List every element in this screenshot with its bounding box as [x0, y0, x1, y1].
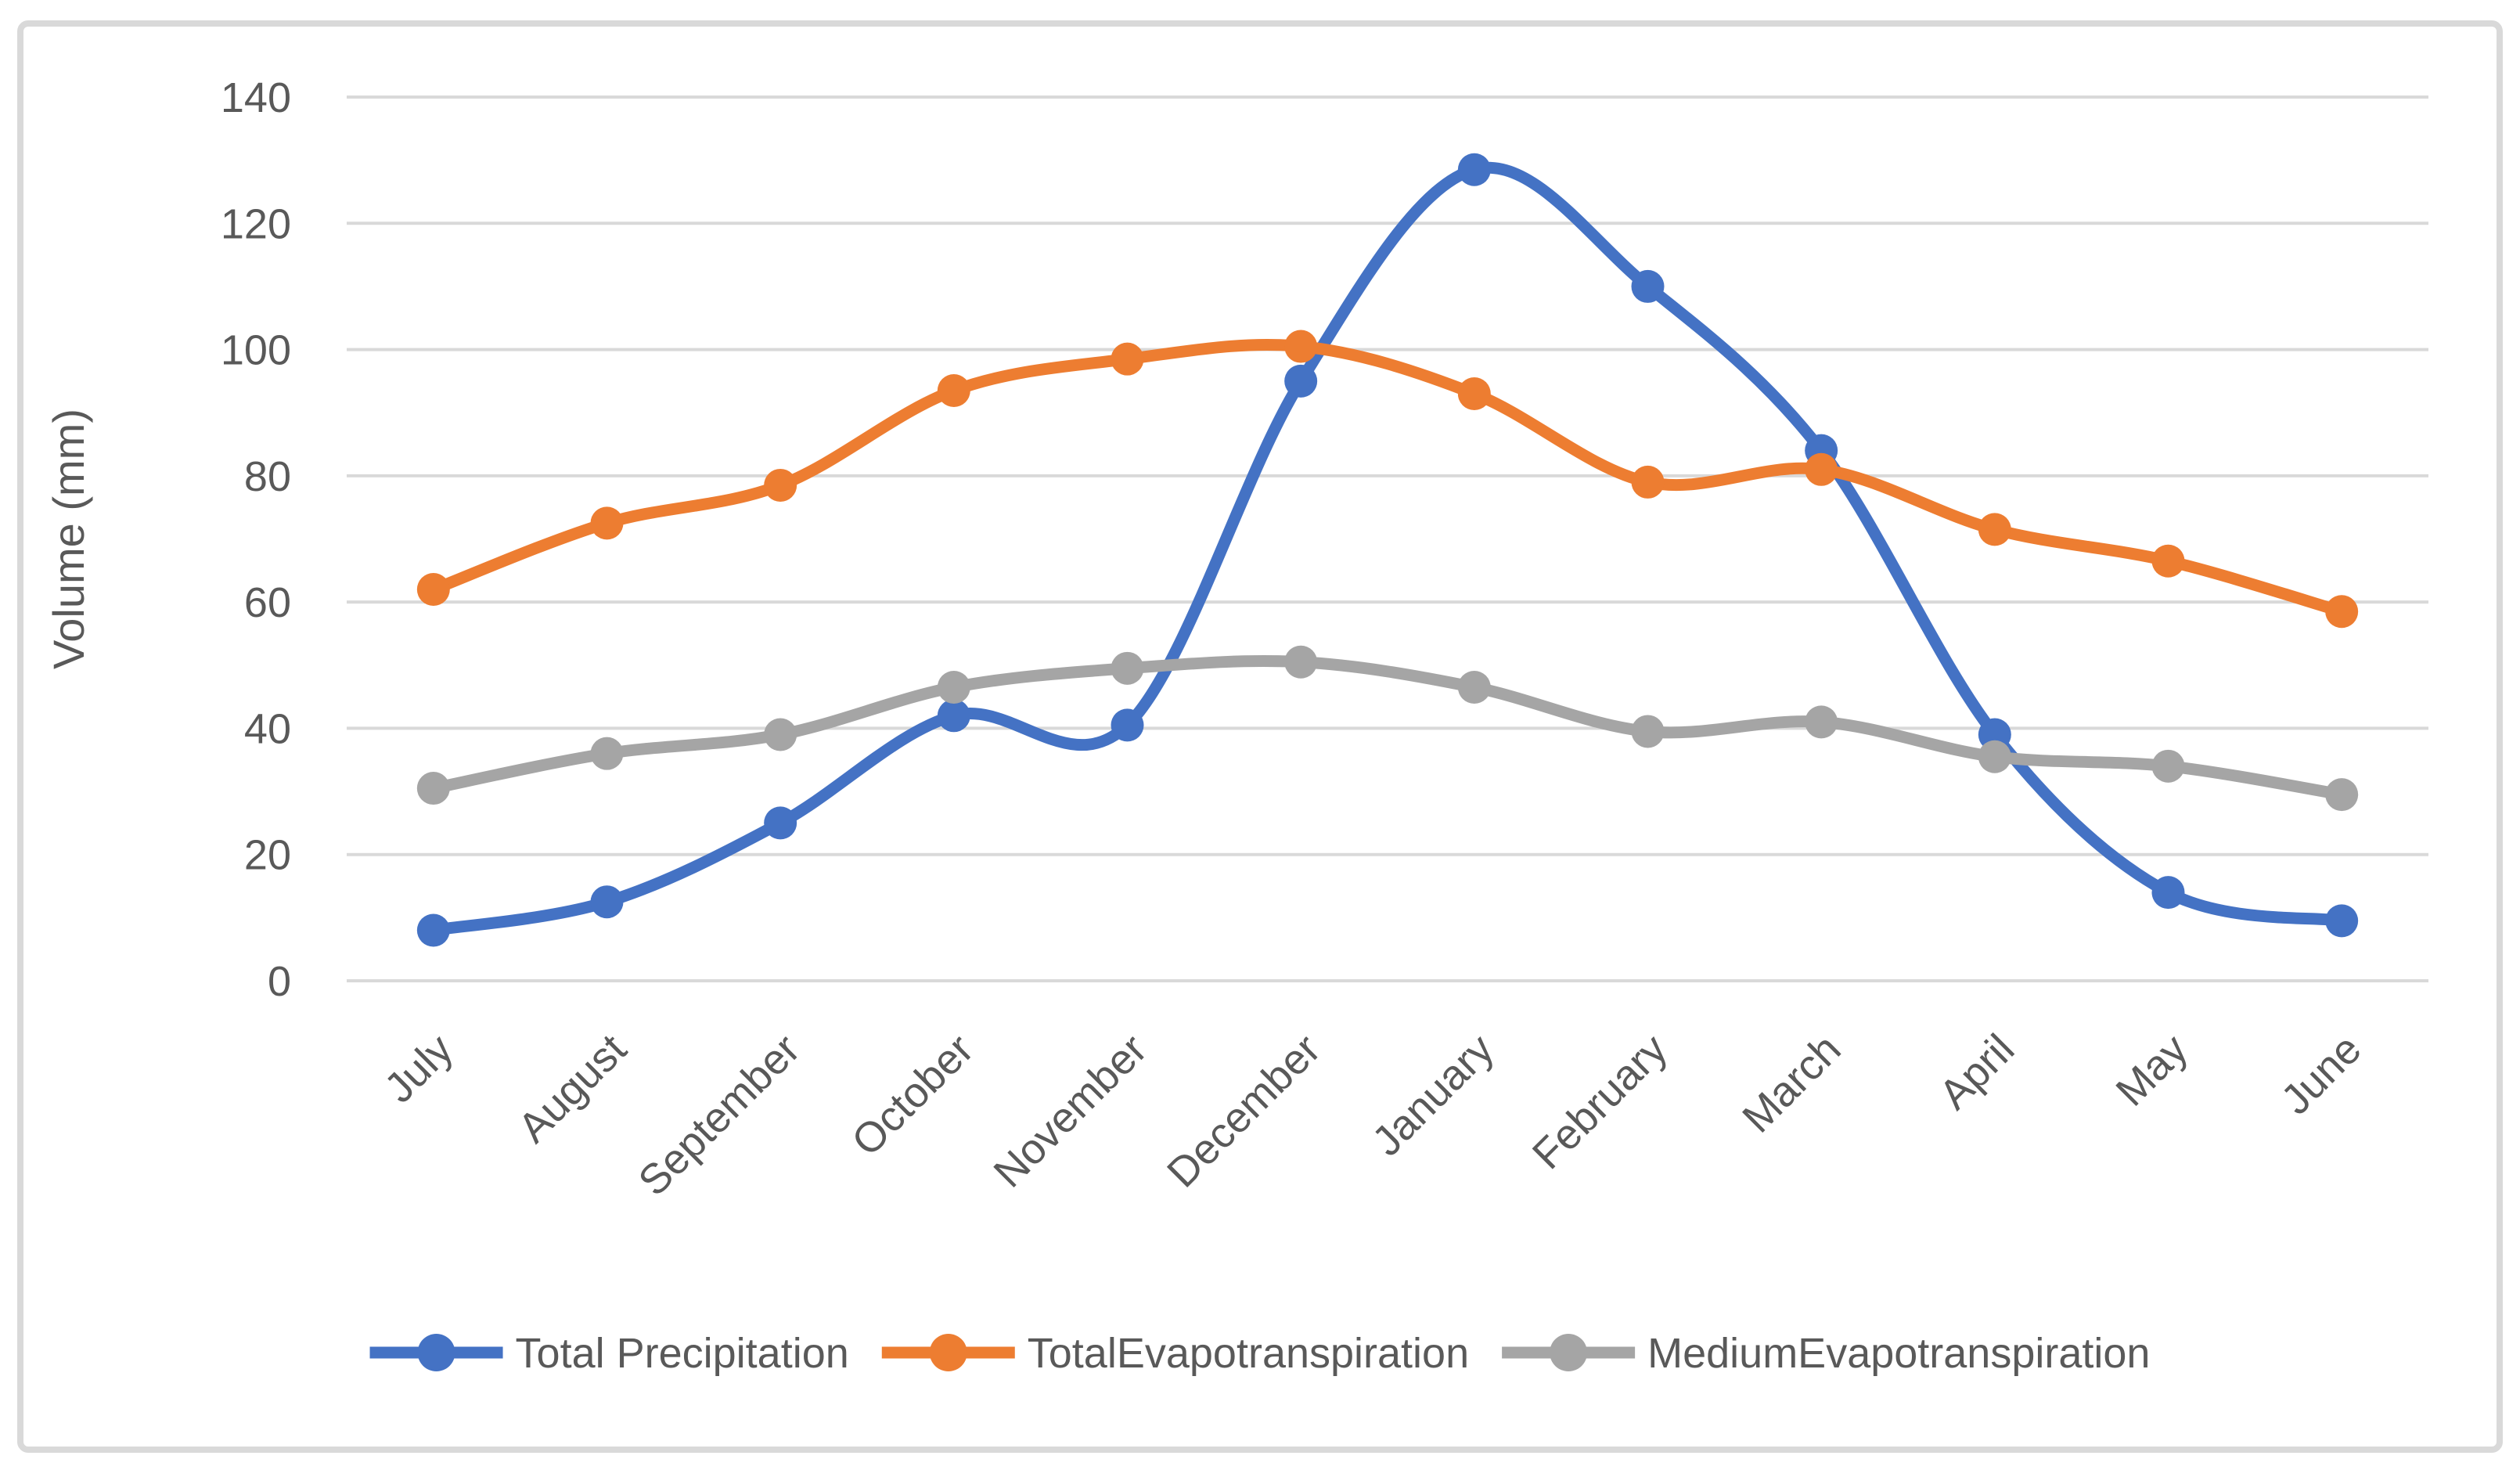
x-category-label: September: [629, 1025, 808, 1205]
series-marker-totalevapotranspiration: [416, 573, 450, 607]
series-marker-total-precipitation: [2325, 904, 2359, 938]
series-total-precipitation: [416, 153, 2359, 947]
series-marker-totalevapotranspiration: [1631, 465, 1665, 499]
series-marker-totalevapotranspiration: [1805, 452, 1838, 486]
series-marker-mediumevapotranspiration: [764, 718, 797, 751]
series-marker-total-precipitation: [937, 699, 970, 733]
series-marker-totalevapotranspiration: [590, 506, 624, 540]
legend-label: MediumEvapotranspiration: [1647, 1330, 2150, 1377]
series-marker-total-precipitation: [590, 885, 624, 919]
series-marker-mediumevapotranspiration: [1978, 740, 2011, 773]
y-axis-tick-labels: 0 20 40 60 80 100 120 140: [221, 74, 291, 1005]
gridlines-layer: [347, 95, 2428, 982]
series-marker-total-precipitation: [1284, 364, 1318, 398]
series-marker-mediumevapotranspiration: [1111, 651, 1144, 685]
series-marker-total-precipitation: [1111, 708, 1144, 742]
series-marker-total-precipitation: [2151, 876, 2185, 910]
x-category-label: December: [1158, 1025, 1330, 1197]
y-tick-label: 40: [244, 705, 291, 752]
legend-label: Total Precipitation: [516, 1330, 849, 1377]
series-marker-total-precipitation: [416, 913, 450, 947]
series-marker-mediumevapotranspiration: [1457, 671, 1491, 704]
y-tick-label: 80: [244, 453, 291, 500]
y-tick-label: 0: [268, 958, 291, 1005]
series-marker-totalevapotranspiration: [2151, 544, 2185, 578]
legend-dot-icon: [417, 1334, 455, 1371]
chart-border: [17, 20, 2503, 1453]
x-category-label: February: [1524, 1025, 1676, 1178]
x-category-label: January: [1363, 1025, 1503, 1165]
series-marker-totalevapotranspiration: [1284, 330, 1318, 363]
series-marker-total-precipitation: [764, 806, 797, 840]
x-category-label: July: [376, 1025, 462, 1112]
series-totalevapotranspiration: [416, 330, 2359, 629]
x-category-label: May: [2107, 1025, 2197, 1115]
legend: Total Precipitation TotalEvapotranspirati…: [369, 1330, 2150, 1377]
y-tick-label: 120: [221, 200, 291, 247]
x-category-label: June: [2272, 1025, 2370, 1123]
legend-item-mediumevapotranspiration: MediumEvapotranspiration: [1502, 1330, 2150, 1377]
y-tick-label: 140: [221, 74, 291, 121]
series-marker-totalevapotranspiration: [1457, 377, 1491, 411]
legend-item-totalevapotranspiration: TotalEvapotranspiration: [881, 1330, 1469, 1377]
series-marker-mediumevapotranspiration: [590, 737, 624, 770]
x-category-label: October: [843, 1025, 982, 1165]
series-marker-total-precipitation: [1631, 269, 1665, 303]
x-category-label: April: [1931, 1025, 2024, 1119]
series-marker-total-precipitation: [1457, 153, 1491, 186]
legend-dot-icon: [1550, 1334, 1588, 1371]
series-layer: [416, 153, 2359, 947]
series-marker-mediumevapotranspiration: [1284, 645, 1318, 679]
x-category-label: August: [509, 1025, 635, 1151]
legend-dot-icon: [929, 1334, 967, 1371]
series-marker-mediumevapotranspiration: [1805, 705, 1838, 739]
legend-label: TotalEvapotranspiration: [1028, 1330, 1469, 1377]
y-axis-title: Volume (mm): [44, 409, 93, 669]
series-marker-totalevapotranspiration: [2325, 595, 2359, 629]
series-marker-totalevapotranspiration: [937, 373, 970, 407]
series-mediumevapotranspiration: [416, 645, 2359, 812]
series-marker-mediumevapotranspiration: [937, 671, 970, 704]
legend-item-total-precipitation: Total Precipitation: [369, 1330, 849, 1377]
series-marker-totalevapotranspiration: [1111, 342, 1144, 376]
x-category-label: November: [985, 1025, 1156, 1197]
series-line-total-precipitation: [427, 162, 2348, 936]
x-category-label: March: [1733, 1025, 1850, 1142]
y-tick-label: 60: [244, 579, 291, 626]
series-line-totalevapotranspiration: [427, 338, 2348, 618]
series-marker-mediumevapotranspiration: [1631, 715, 1665, 748]
series-marker-mediumevapotranspiration: [2325, 778, 2359, 812]
series-marker-mediumevapotranspiration: [2151, 749, 2185, 783]
series-marker-mediumevapotranspiration: [416, 772, 450, 805]
series-marker-totalevapotranspiration: [1978, 513, 2011, 546]
y-tick-label: 20: [244, 832, 291, 879]
series-marker-totalevapotranspiration: [764, 468, 797, 502]
y-tick-label: 100: [221, 327, 291, 374]
